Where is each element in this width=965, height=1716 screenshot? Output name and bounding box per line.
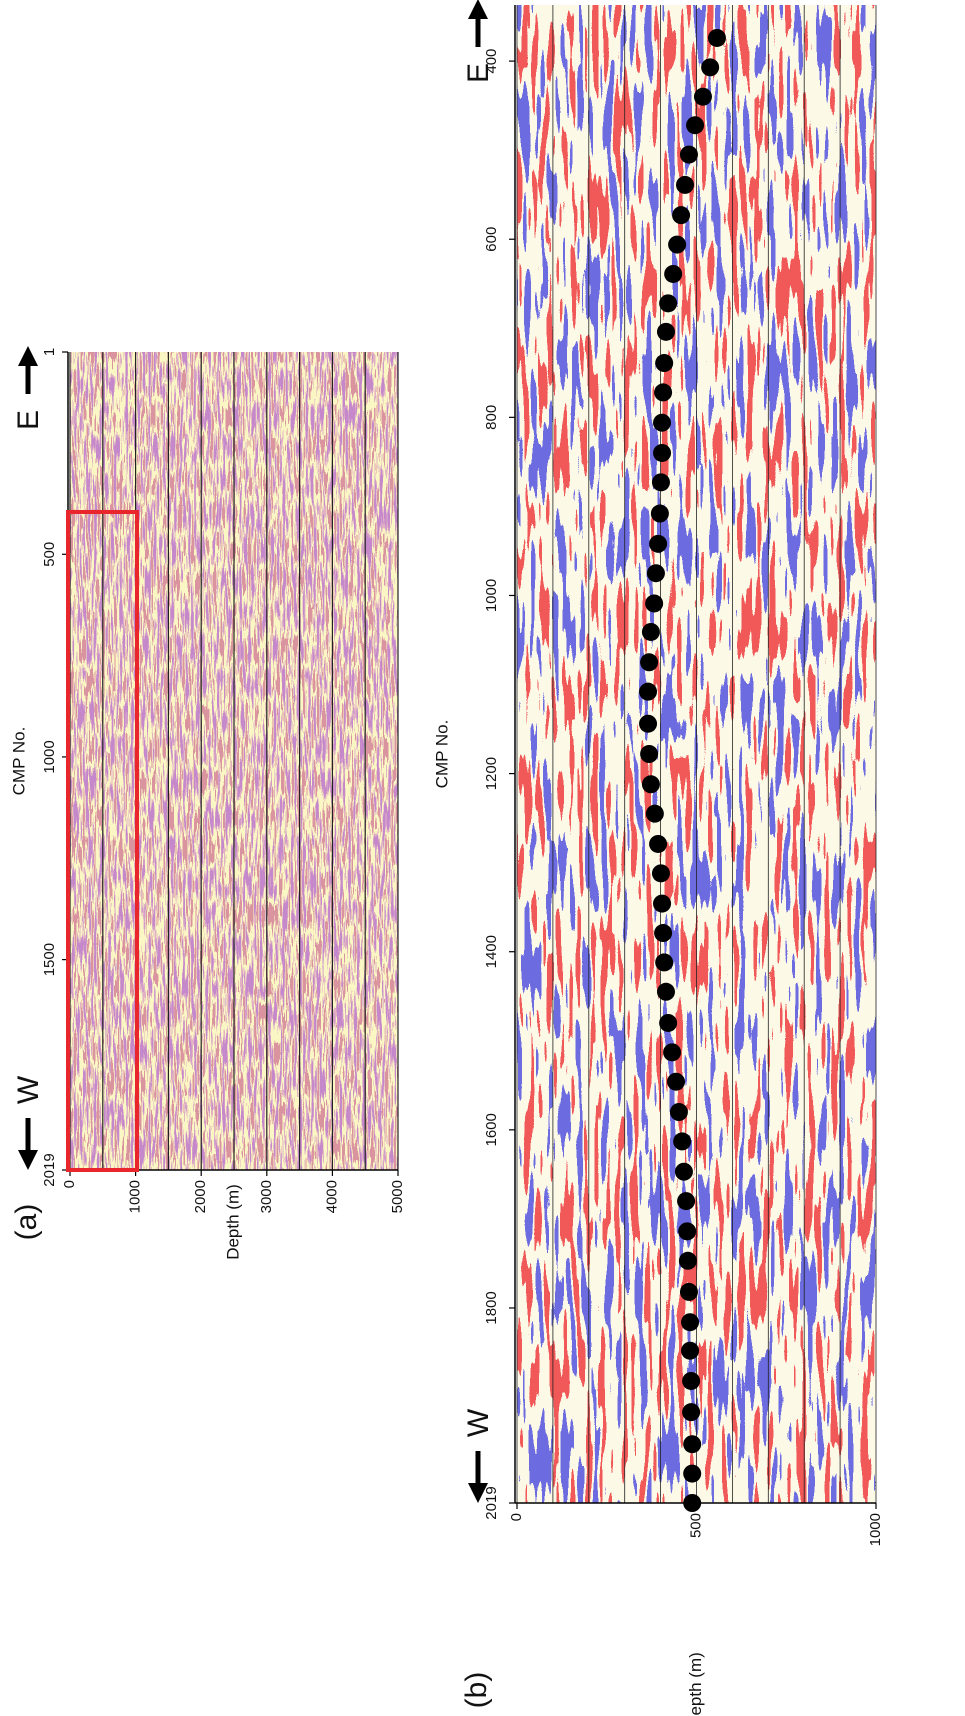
x-tick-label: 500 <box>41 542 58 567</box>
y-tick-label: 4000 <box>323 1180 340 1213</box>
picked-point <box>667 1072 686 1091</box>
y-axis-label: Depth (m) <box>686 1652 705 1716</box>
picked-point <box>656 322 675 341</box>
y-tick-label: 3000 <box>258 1180 275 1213</box>
picked-point <box>686 116 705 135</box>
x-tick-label: 1400 <box>483 935 500 968</box>
y-tick-label: 0 <box>61 1180 78 1188</box>
picked-point <box>674 1162 693 1181</box>
picked-point <box>651 864 670 883</box>
east-label: E <box>462 63 495 83</box>
picked-point <box>678 1222 697 1241</box>
picked-point <box>656 982 675 1001</box>
y-tick-label: 5000 <box>389 1180 406 1213</box>
plot-area: 0 1000 2000 3000 4000 50001500100015002019CMP… <box>9 0 884 1716</box>
west-label: W <box>462 1408 495 1437</box>
picked-point <box>651 473 670 492</box>
x-tick-label: 1000 <box>483 579 500 612</box>
picked-point <box>653 443 672 462</box>
picked-point <box>659 294 678 313</box>
picked-point <box>669 1103 688 1122</box>
picked-point <box>653 413 672 432</box>
picked-point <box>649 534 668 553</box>
x-tick-label: 400 <box>483 49 500 74</box>
picked-point <box>678 1251 697 1270</box>
x-tick-label: 1500 <box>41 943 58 976</box>
x-tick-label: 800 <box>483 405 500 430</box>
picked-point <box>672 206 691 225</box>
picked-point <box>679 1282 698 1301</box>
picked-point <box>639 682 658 701</box>
picked-point <box>682 1371 701 1390</box>
picked-point <box>693 87 712 106</box>
picked-point <box>653 894 672 913</box>
x-tick-label: 600 <box>483 227 500 252</box>
picked-point <box>682 1403 701 1422</box>
picked-point <box>677 1192 696 1211</box>
west-label: W <box>12 1075 45 1104</box>
panel-label: (a) <box>10 1204 43 1241</box>
zoom-box <box>66 510 139 1172</box>
picked-point <box>664 264 683 283</box>
x-tick-label: 2019 <box>41 1153 58 1186</box>
picked-point <box>654 383 673 402</box>
picked-point <box>668 235 687 254</box>
picked-point <box>645 804 664 823</box>
picked-point <box>683 1464 702 1483</box>
y-tick-label: 1000 <box>867 1513 884 1546</box>
x-tick-label: 1600 <box>483 1113 500 1146</box>
x-axis-label: CMP No. <box>432 720 451 789</box>
picked-point <box>641 775 660 794</box>
picked-point <box>673 1132 692 1151</box>
picked-point <box>683 1494 702 1512</box>
picked-point <box>646 564 665 583</box>
picked-point <box>707 28 726 47</box>
x-tick-label: 2019 <box>483 1486 500 1519</box>
picked-point <box>645 594 664 613</box>
x-tick-label: 1 <box>41 348 58 356</box>
picked-point <box>650 504 669 523</box>
picked-point <box>641 622 660 641</box>
y-tick-label: 1000 <box>127 1180 144 1213</box>
x-tick-label: 1200 <box>483 757 500 790</box>
picked-point <box>676 175 695 194</box>
y-tick-label: 0 <box>508 1513 525 1521</box>
picked-point <box>679 145 698 164</box>
east-label: E <box>12 410 45 430</box>
picked-point <box>649 834 668 853</box>
picked-point <box>663 1043 682 1062</box>
picked-point <box>654 924 673 943</box>
picked-point <box>681 1341 700 1360</box>
x-tick-label: 1800 <box>483 1291 500 1324</box>
x-axis-label: CMP No. <box>9 727 28 796</box>
picked-point <box>681 1313 700 1332</box>
panel-label: (b) <box>460 1672 493 1709</box>
picked-point <box>655 354 674 373</box>
picked-point <box>639 714 658 733</box>
picked-point <box>659 1013 678 1032</box>
picked-point <box>683 1435 702 1454</box>
picked-point <box>640 653 659 672</box>
picked-point <box>640 745 659 763</box>
picked-point <box>655 953 674 972</box>
y-tick-label: 500 <box>687 1513 704 1538</box>
y-tick-label: 2000 <box>192 1180 209 1213</box>
picked-point <box>701 58 720 77</box>
y-axis-label: Depth (m) <box>223 1184 242 1260</box>
x-tick-label: 1000 <box>41 740 58 773</box>
